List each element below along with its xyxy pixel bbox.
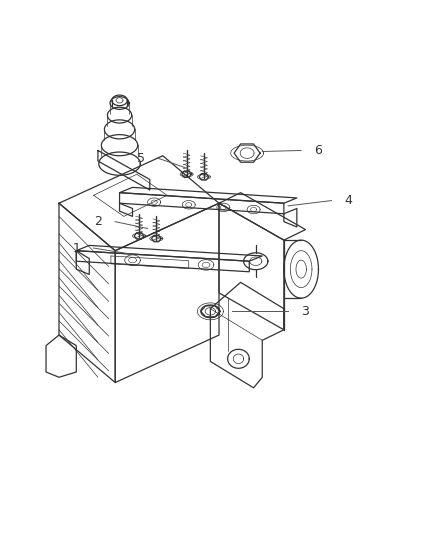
Text: 4: 4: [345, 194, 353, 207]
Text: 3: 3: [301, 305, 309, 318]
Text: 2: 2: [94, 215, 102, 228]
Text: 6: 6: [314, 144, 322, 157]
Text: 5: 5: [137, 152, 145, 165]
Text: 1: 1: [72, 241, 80, 255]
